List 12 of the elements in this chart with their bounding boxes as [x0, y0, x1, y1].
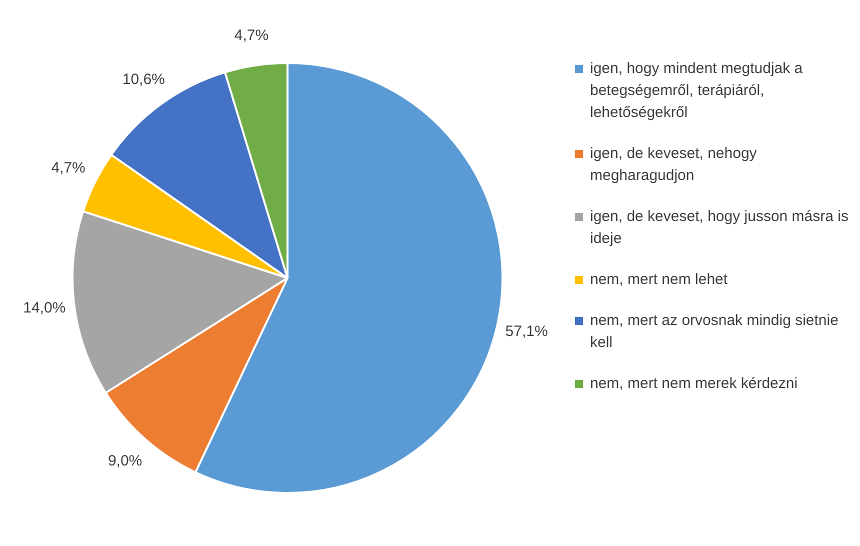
legend-label: igen, de keveset, hogy jusson másra is ideje — [590, 207, 850, 249]
legend-label: igen, hogy mindent megtudjak a betegségemről, terápiáról, lehetőségekről — [590, 59, 804, 123]
data-label: 4,7% — [234, 26, 269, 44]
data-label: 57,1% — [505, 322, 548, 340]
data-label: 4,7% — [51, 160, 86, 177]
data-label: 14,0% — [23, 299, 66, 316]
legend-label: nem, mert nem lehet — [590, 270, 728, 290]
legend-label: nem, mert az orvosnak mindig sietnie kell — [590, 311, 840, 353]
legend-label: igen, de keveset, nehogy megharagudjon — [590, 144, 758, 186]
data-label: 10,6% — [122, 70, 165, 88]
legend-label: nem, mert nem merek kérdezni — [590, 374, 798, 394]
data-label: 9,0% — [108, 452, 142, 470]
